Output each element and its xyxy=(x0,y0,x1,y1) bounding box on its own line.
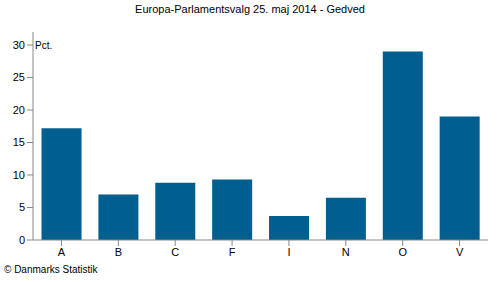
svg-text:C: C xyxy=(171,246,179,258)
svg-text:I: I xyxy=(287,246,290,258)
html-text:Pct.: Pct. xyxy=(35,40,53,51)
svg-text:20: 20 xyxy=(13,104,25,116)
svg-text:15: 15 xyxy=(13,136,25,148)
svg-text:F: F xyxy=(229,246,236,258)
html-text:© Danmarks Statistik: © Danmarks Statistik xyxy=(4,264,98,275)
svg-text:5: 5 xyxy=(19,201,25,213)
svg-text:B: B xyxy=(115,246,122,258)
svg-text:10: 10 xyxy=(13,169,25,181)
svg-text:30: 30 xyxy=(13,39,25,51)
html-text:Europa-Parlamentsvalg 25. maj: Europa-Parlamentsvalg 25. maj 2014 - Ged… xyxy=(135,3,365,15)
svg-text:N: N xyxy=(342,246,350,258)
svg-text:0: 0 xyxy=(19,234,25,246)
svg-text:V: V xyxy=(456,246,464,258)
svg-text:O: O xyxy=(398,246,407,258)
svg-text:A: A xyxy=(58,246,66,258)
svg-text:25: 25 xyxy=(13,71,25,83)
